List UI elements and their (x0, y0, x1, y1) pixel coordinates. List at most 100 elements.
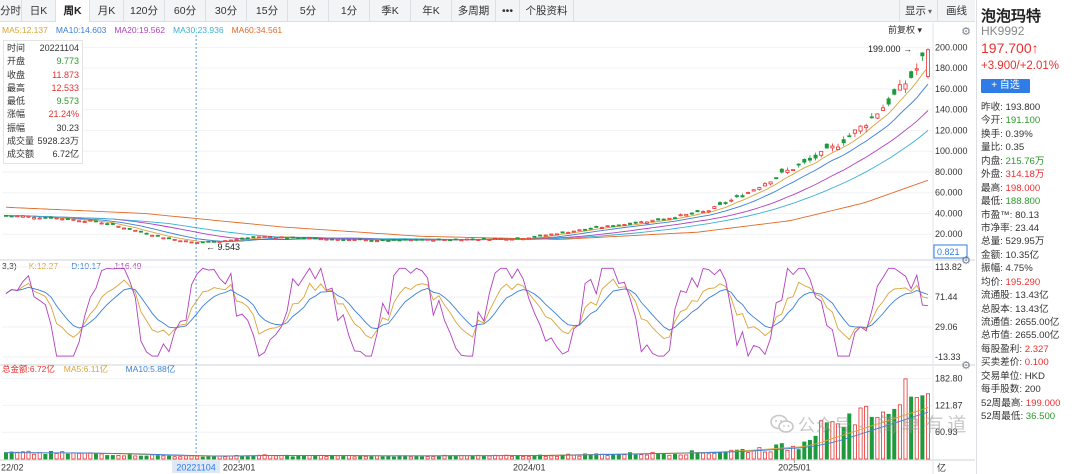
candle-body (262, 235, 267, 238)
candle-body (830, 145, 835, 149)
volume-bar (262, 454, 267, 460)
candle-body (155, 234, 160, 237)
kdj-settings-gear-icon[interactable]: ⚙ (961, 360, 971, 372)
chevron-down-icon: ▾ (927, 7, 932, 16)
candle-body (161, 237, 166, 240)
quote-stat: 交易单位: HKD (981, 370, 1079, 383)
stat-value: 23.44 (1015, 222, 1040, 234)
candle-body (920, 52, 925, 57)
stock-chart[interactable]: 200.000 180.000 160.000 140.000 120.000 100.0… (0, 23, 975, 474)
stat-value: 198.000 (1005, 182, 1041, 194)
tab-5[interactable]: 60分 (165, 0, 206, 22)
tab-11[interactable]: 年K (411, 0, 452, 22)
volume-bar (661, 453, 666, 460)
price-settings-gear-icon[interactable]: ⚙ (961, 255, 971, 267)
display-menu-button[interactable]: 显示 ▾ (899, 0, 937, 22)
tab-2[interactable]: 周K (56, 0, 90, 22)
stat-value: 0.39% (1005, 128, 1033, 140)
tab-14[interactable]: 个股资料 (520, 0, 574, 22)
volume-bar (391, 456, 396, 460)
candle-body (431, 239, 436, 242)
candle-body (684, 213, 689, 217)
volume-bar (301, 455, 306, 460)
tab-0[interactable]: 分时 (0, 0, 22, 22)
tab-1[interactable]: 日K (22, 0, 56, 22)
chart-pane[interactable]: 200.000 180.000 160.000 140.000 120.000 100.0… (0, 23, 975, 474)
stat-label: 换手: (981, 128, 1006, 140)
candle-body (526, 237, 531, 240)
candle-body (43, 216, 48, 219)
candle-body (824, 143, 829, 149)
quote-stat: 总市值: 2655.00亿 (981, 329, 1079, 342)
candle-body (577, 229, 582, 232)
volume-bar (358, 455, 363, 460)
stat-label: 每股盈利: (981, 343, 1025, 355)
volume-bar (852, 424, 857, 460)
volume-bar (127, 453, 132, 460)
candle-body (279, 236, 284, 239)
stat-label: 交易单位: (981, 370, 1025, 382)
tab-4[interactable]: 120分 (124, 0, 165, 22)
candle-body (897, 84, 902, 91)
candle-body (802, 159, 807, 163)
volume-bar (644, 454, 649, 460)
info-label: 最低 (7, 96, 26, 107)
candle-body (217, 240, 222, 243)
volume-bar (605, 455, 610, 460)
stat-label: 量比: (981, 142, 1006, 154)
candle-body (886, 98, 891, 105)
candle-body (20, 215, 25, 218)
info-label: 成交额 (7, 149, 35, 160)
volume-bar (920, 395, 925, 460)
quote-stat: 52周最低: 36.500 (981, 410, 1079, 423)
candle-body (779, 168, 784, 173)
volume-bar (656, 453, 661, 460)
volume-bar (886, 413, 891, 460)
candle-body (144, 232, 149, 235)
volume-bar (290, 456, 295, 460)
draw-line-button[interactable]: 画线 (937, 0, 975, 22)
top-settings-gear-icon[interactable]: ⚙ (961, 26, 971, 38)
candle-body (841, 139, 846, 144)
candle-body (341, 239, 346, 241)
quote-stat: 总量: 529.95万 (981, 235, 1079, 248)
price-tick-label: 120.000 (935, 125, 968, 135)
quote-panel: 泡泡玛特 HK9992 197.700↑ +3.900/+2.01% + 自选 … (976, 0, 1080, 474)
tab-8[interactable]: 5分 (288, 0, 329, 22)
tab-6[interactable]: 30分 (206, 0, 247, 22)
tab-7[interactable]: 15分 (247, 0, 288, 22)
tab-3[interactable]: 月K (90, 0, 124, 22)
candle-body (695, 210, 700, 213)
kdj-legend-item: K:12.27 (29, 261, 59, 271)
candle-body (245, 237, 250, 240)
tab-label: 分时 (0, 4, 21, 17)
volume-bar (195, 455, 200, 460)
volume-bar (99, 453, 104, 460)
tab-9[interactable]: 1分 (329, 0, 370, 22)
kdj-legend-item: D:10.17 (71, 261, 101, 271)
candle-body (133, 229, 138, 232)
stat-value: 13.43亿 (1015, 303, 1049, 315)
volume-bar (667, 454, 672, 460)
stat-value: 10.35亿 (1005, 249, 1040, 261)
candle-body (875, 113, 880, 119)
tab-13[interactable]: ••• (496, 0, 520, 22)
candle-body (689, 212, 694, 215)
stat-label: 振幅: (981, 263, 1006, 275)
tab-label: 1分 (340, 4, 358, 17)
candle-body (403, 238, 408, 241)
toolbar-right-label: 画线 (946, 5, 967, 17)
candle-body (903, 83, 908, 90)
tab-label: 日K (29, 4, 48, 17)
tab-10[interactable]: 季K (370, 0, 411, 22)
volume-bar (380, 456, 385, 460)
candle-body (493, 238, 498, 241)
stat-value: 4.75% (1005, 263, 1033, 275)
candle-body (560, 231, 565, 234)
quote-stat: 最低: 188.800 (981, 195, 1079, 208)
candle-body (762, 183, 767, 187)
volume-bar (577, 455, 582, 460)
add-to-watchlist-button[interactable]: + 自选 (981, 79, 1030, 93)
volume-bar (453, 455, 458, 460)
tab-12[interactable]: 多周期 (452, 0, 496, 22)
